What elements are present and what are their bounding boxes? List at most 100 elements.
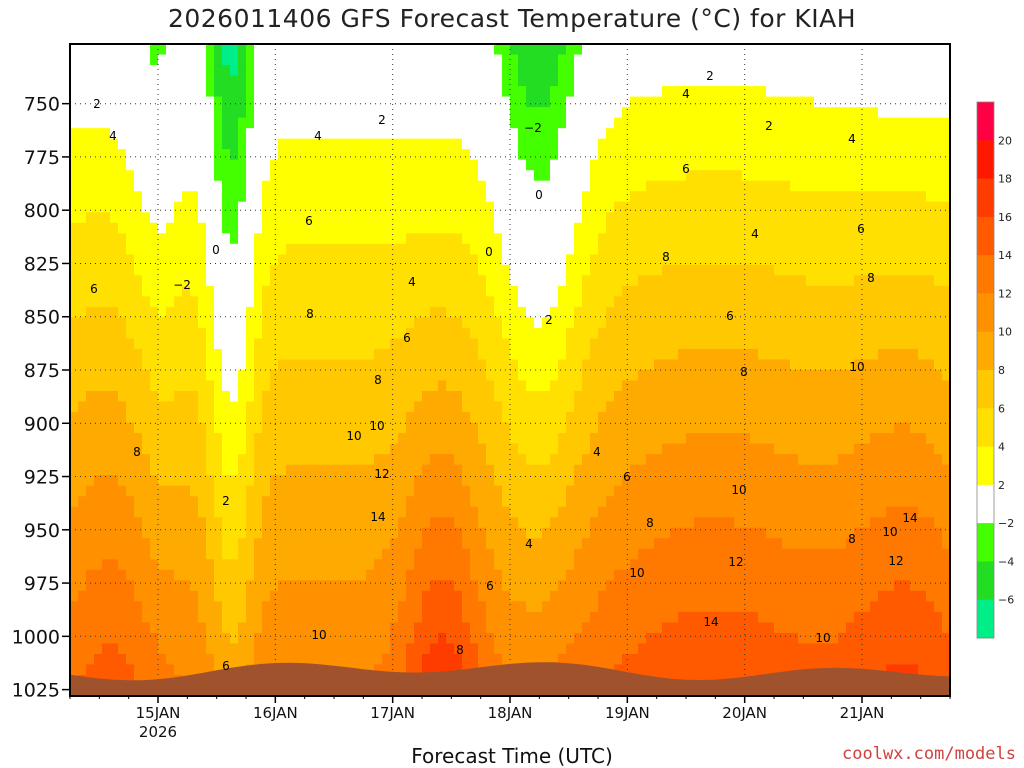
field-cell [278,233,287,245]
field-cell [438,359,447,371]
field-cell [446,359,455,371]
field-cell [454,170,463,182]
field-cell [526,117,535,129]
field-cell [470,475,479,487]
field-cell [118,317,127,329]
field-cell [382,275,391,287]
field-cell [246,117,255,129]
field-cell [382,201,391,213]
field-cell [206,86,215,98]
field-cell [382,559,391,571]
field-cell [278,317,287,329]
field-cell [198,275,207,287]
field-cell [158,191,167,203]
field-cell [350,517,359,529]
field-cell [462,233,471,245]
field-cell [222,527,231,539]
field-cell [390,254,399,266]
field-cell [126,275,135,287]
field-cell [302,149,311,161]
field-cell [366,464,375,476]
field-cell [166,222,175,234]
field-cell [526,569,535,581]
field-cell [78,44,87,56]
field-cell [534,622,543,634]
field-cell [478,653,487,666]
field-cell [598,317,607,329]
field-cell [590,569,599,581]
field-cell [598,243,607,255]
field-cell [598,285,607,297]
field-cell [422,243,431,255]
field-cell [614,359,623,371]
field-cell [518,317,527,329]
field-cell [182,170,191,182]
field-cell [398,370,407,382]
field-cell [470,65,479,77]
field-cell [510,370,519,382]
field-cell [350,96,359,108]
field-cell [478,75,487,87]
field-cell [214,117,223,129]
field-cell [574,170,583,182]
field-cell [206,117,215,129]
field-cell [262,149,271,161]
field-cell [646,96,655,108]
field-cell [614,485,623,497]
field-cell [110,285,119,297]
field-cell [638,285,647,297]
field-cell [382,391,391,403]
field-cell [678,107,687,119]
field-cell [350,559,359,571]
field-cell [518,107,527,119]
field-cell [494,338,503,350]
field-cell [502,517,511,529]
field-cell [118,412,127,424]
field-cell [366,306,375,319]
field-cell [110,664,119,676]
field-cell [446,128,455,140]
field-cell [78,370,87,382]
field-cell [254,475,263,487]
field-cell [462,611,471,623]
field-cell [310,538,319,550]
field-cell [510,338,519,350]
field-cell [166,601,175,613]
field-cell [374,233,383,245]
field-cell [214,107,223,119]
field-cell [638,590,647,602]
field-cell [422,170,431,182]
field-cell [638,643,647,655]
field-cell [494,327,503,340]
field-cell [366,569,375,581]
field-cell [246,590,255,602]
field-cell [510,180,519,192]
field-cell [246,443,255,455]
field-cell [654,632,663,645]
field-cell [454,338,463,350]
field-cell [342,264,351,276]
field-cell [478,517,487,529]
field-cell [110,149,119,161]
field-cell [158,622,167,634]
field-cell [246,306,255,319]
field-cell [70,170,79,182]
field-cell [414,664,423,676]
field-cell [190,191,199,203]
field-cell [462,275,471,287]
field-cell [662,380,671,392]
field-cell [382,54,391,66]
field-cell [558,149,567,161]
field-cell [630,128,639,140]
field-cell [214,454,223,466]
field-cell [422,44,431,56]
field-cell [302,380,311,392]
field-cell [70,44,79,56]
field-cell [70,180,79,192]
field-cell [558,170,567,182]
field-cell [70,338,79,350]
field-cell [382,475,391,487]
field-cell [694,159,703,171]
field-cell [382,117,391,129]
field-cell [190,401,199,413]
